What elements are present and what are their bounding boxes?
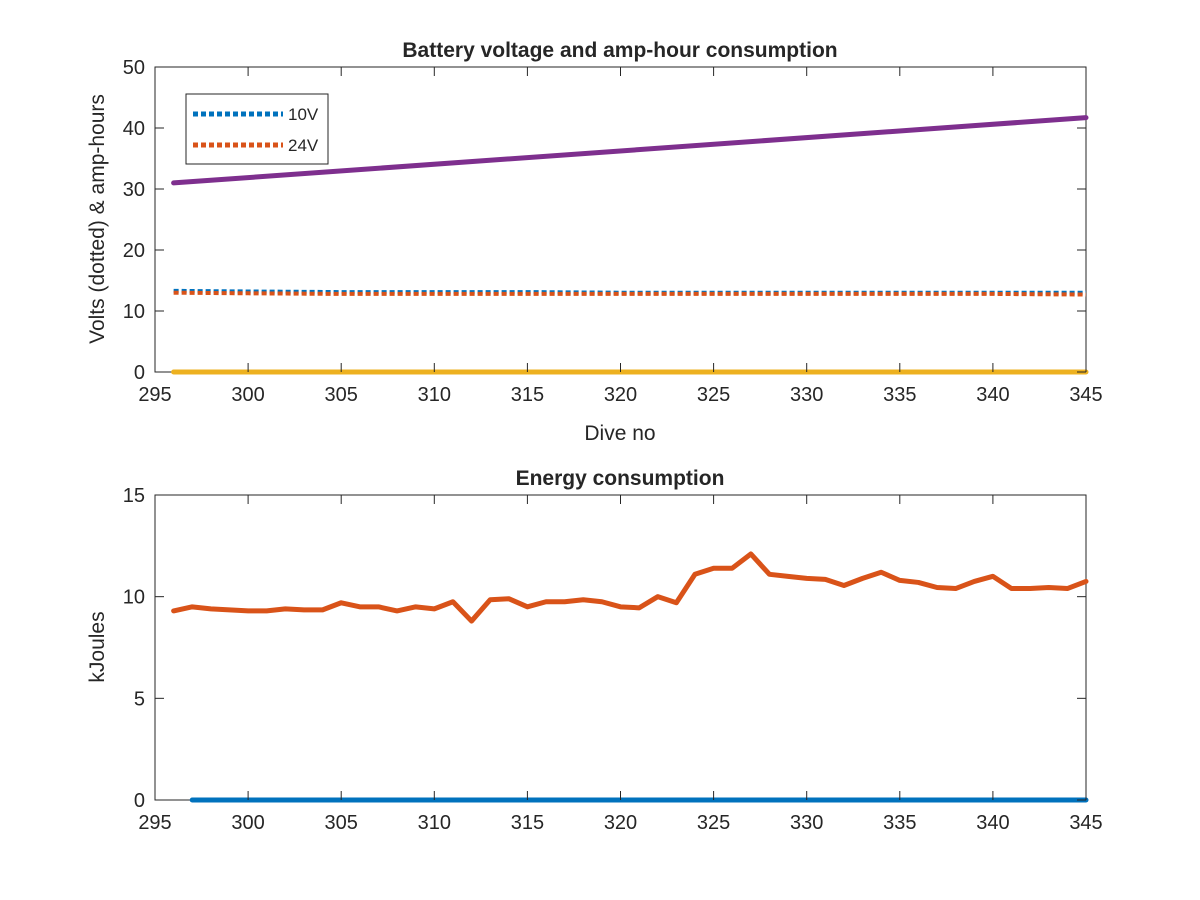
x-tick-label: 315 (511, 812, 544, 834)
y-tick-label: 5 (134, 688, 145, 710)
series-line-24v (173, 290, 1087, 297)
series-layer (171, 115, 1089, 375)
chart-battery: Battery voltage and amp-hour consumption… (86, 39, 1103, 445)
x-axis-label: Dive no (584, 422, 655, 445)
legend-label-10v: 10V (288, 105, 319, 124)
x-tick-label: 335 (883, 812, 916, 834)
series-line-2 (171, 115, 1089, 186)
y-tick-label: 10 (123, 587, 145, 609)
x-tick-label: 305 (325, 384, 358, 406)
y-tick-label: 50 (123, 57, 145, 79)
x-tick-label: 330 (790, 384, 823, 406)
x-tick-label: 325 (697, 812, 730, 834)
x-tick-label: 345 (1069, 384, 1102, 406)
legend-label-24v: 24V (288, 136, 319, 155)
x-tick-label: 305 (325, 812, 358, 834)
x-tick-label: 345 (1069, 812, 1102, 834)
legend: 10V 24V (185, 93, 329, 165)
y-tick-label: 0 (134, 790, 145, 812)
x-tick-label: 300 (231, 812, 264, 834)
y-tick-label: 20 (123, 240, 145, 262)
x-tick-label: 340 (976, 812, 1009, 834)
x-tick-label: 320 (604, 812, 637, 834)
series-line-0 (171, 551, 1089, 624)
x-tick-label: 295 (138, 812, 171, 834)
x-tick-label: 295 (138, 384, 171, 406)
x-tick-label: 340 (976, 384, 1009, 406)
y-tick-label: 0 (134, 362, 145, 384)
y-axis-label: kJoules (86, 611, 109, 682)
x-tick-label: 330 (790, 812, 823, 834)
ticks-layer: 295 300 305 310 315 320 325 330 335 340 345 0 10 20 30… (123, 57, 1103, 406)
x-tick-label: 300 (231, 384, 264, 406)
plot-area (154, 494, 1087, 801)
chart-title: Energy consumption (516, 467, 725, 490)
x-tick-label: 320 (604, 384, 637, 406)
y-tick-label: 10 (123, 301, 145, 323)
y-tick-label: 30 (123, 179, 145, 201)
chart-energy: Energy consumption 295 300 305 310 315 320 325… (86, 467, 1103, 834)
chart-title: Battery voltage and amp-hour consumption (402, 39, 837, 62)
y-tick-label: 40 (123, 118, 145, 140)
x-tick-label: 310 (418, 384, 451, 406)
x-tick-label: 325 (697, 384, 730, 406)
ticks-layer: 295 300 305 310 315 320 325 330 335 340 345 0 5 10 15 (123, 485, 1103, 834)
y-axis-label: Volts (dotted) & amp-hours (86, 94, 109, 344)
legend-box (185, 93, 329, 165)
x-tick-label: 315 (511, 384, 544, 406)
y-tick-label: 15 (123, 485, 145, 507)
x-tick-label: 335 (883, 384, 916, 406)
x-tick-label: 310 (418, 812, 451, 834)
